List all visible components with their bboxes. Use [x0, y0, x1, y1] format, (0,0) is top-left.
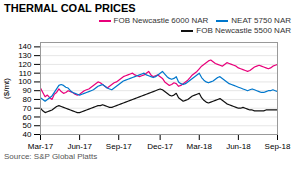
- svg-text:100: 100: [18, 77, 32, 86]
- svg-text:Jun-17: Jun-17: [67, 142, 92, 151]
- svg-text:Sep-17: Sep-17: [106, 142, 132, 151]
- svg-text:90: 90: [23, 86, 32, 95]
- html-text:FOB Newcastle 5500 NAR: FOB Newcastle 5500 NAR: [196, 26, 291, 35]
- svg-text:Mar-18: Mar-18: [187, 142, 213, 151]
- svg-text:50: 50: [23, 121, 32, 130]
- html-text:NEAT 5750 NAR: NEAT 5750 NAR: [231, 16, 291, 25]
- svg-text:120: 120: [18, 60, 32, 69]
- svg-text:70: 70: [23, 104, 32, 113]
- svg-text:140: 140: [18, 42, 32, 51]
- svg-text:110: 110: [19, 69, 32, 78]
- svg-text:Mar-17: Mar-17: [28, 142, 54, 151]
- svg-text:($/mt): ($/mt): [2, 78, 11, 99]
- svg-text:80: 80: [23, 95, 32, 104]
- svg-text:60: 60: [23, 113, 32, 122]
- svg-text:Dec-17: Dec-17: [147, 142, 173, 151]
- svg-text:Sep-18: Sep-18: [265, 142, 291, 151]
- svg-text:40: 40: [23, 130, 32, 139]
- html-text:FOB Newcastle 6000 NAR: FOB Newcastle 6000 NAR: [113, 16, 209, 25]
- html-text:THERMAL COAL PRICES: THERMAL COAL PRICES: [4, 2, 136, 14]
- svg-text:Jun-18: Jun-18: [226, 142, 251, 151]
- svg-text:130: 130: [18, 51, 32, 60]
- html-text:Source: S&P Global Platts: Source: S&P Global Platts: [4, 152, 98, 161]
